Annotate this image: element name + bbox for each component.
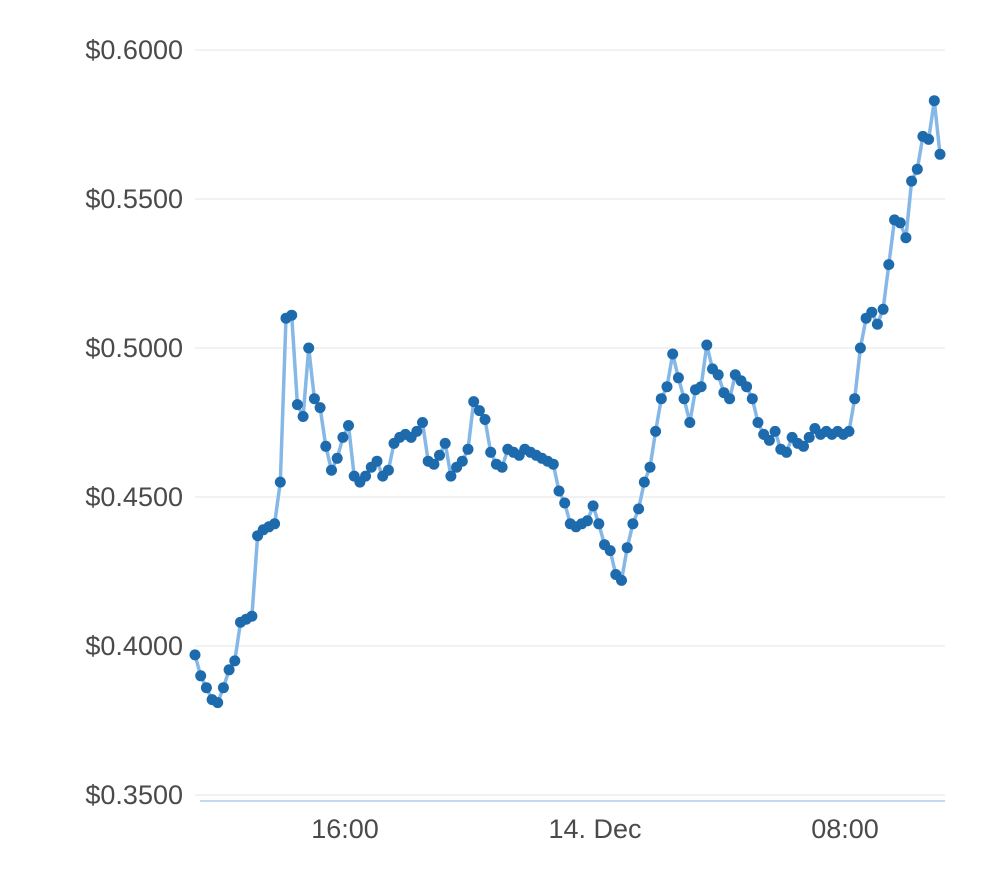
data-point[interactable] xyxy=(906,175,918,187)
data-point[interactable] xyxy=(695,381,707,393)
y-axis-label: $0.4000 xyxy=(85,631,183,661)
data-point[interactable] xyxy=(769,425,781,437)
data-point[interactable] xyxy=(371,455,383,467)
data-point[interactable] xyxy=(382,464,394,476)
data-point[interactable] xyxy=(672,372,684,384)
data-point[interactable] xyxy=(655,393,667,405)
data-point[interactable] xyxy=(911,163,923,175)
data-point[interactable] xyxy=(428,458,440,470)
data-point[interactable] xyxy=(712,369,724,381)
data-point[interactable] xyxy=(741,381,753,393)
data-point[interactable] xyxy=(650,425,662,437)
data-point[interactable] xyxy=(616,574,627,586)
data-point[interactable] xyxy=(439,437,451,449)
data-point[interactable] xyxy=(798,440,809,452)
data-point[interactable] xyxy=(587,500,599,512)
data-point[interactable] xyxy=(633,503,645,515)
x-axis-label: 08:00 xyxy=(811,814,879,844)
data-point[interactable] xyxy=(274,476,286,488)
data-point[interactable] xyxy=(724,393,736,405)
data-point[interactable] xyxy=(781,446,792,458)
data-point[interactable] xyxy=(297,411,309,422)
data-point[interactable] xyxy=(343,420,354,431)
data-point[interactable] xyxy=(928,95,940,107)
data-point[interactable] xyxy=(894,217,906,229)
data-point[interactable] xyxy=(314,402,326,414)
data-point[interactable] xyxy=(434,449,445,461)
data-point[interactable] xyxy=(559,497,571,509)
data-point[interactable] xyxy=(445,470,457,482)
data-point[interactable] xyxy=(462,443,474,455)
data-point[interactable] xyxy=(763,434,775,446)
data-point[interactable] xyxy=(468,396,480,408)
data-point[interactable] xyxy=(581,515,593,527)
y-axis-label: $0.3500 xyxy=(85,780,183,810)
data-point[interactable] xyxy=(667,348,679,360)
data-point[interactable] xyxy=(871,318,883,330)
data-point[interactable] xyxy=(746,393,758,405)
data-point[interactable] xyxy=(593,518,605,530)
y-axis-label: $0.6000 xyxy=(85,35,183,65)
data-point[interactable] xyxy=(627,518,639,530)
data-point[interactable] xyxy=(411,425,423,437)
data-point[interactable] xyxy=(923,133,935,145)
data-point[interactable] xyxy=(456,455,468,467)
data-point[interactable] xyxy=(223,664,235,676)
data-point[interactable] xyxy=(644,461,656,473)
data-point[interactable] xyxy=(854,342,866,354)
data-point[interactable] xyxy=(621,542,633,554)
x-axis-label: 16:00 xyxy=(311,814,379,844)
data-point[interactable] xyxy=(195,670,207,682)
data-point[interactable] xyxy=(286,309,298,321)
x-axis-label: 14. Dec xyxy=(548,814,641,844)
data-point[interactable] xyxy=(553,485,565,497)
data-point[interactable] xyxy=(326,464,337,476)
y-axis-label: $0.5000 xyxy=(85,333,183,363)
data-point[interactable] xyxy=(229,655,241,667)
data-point[interactable] xyxy=(212,697,224,709)
data-point[interactable] xyxy=(701,339,713,351)
data-point[interactable] xyxy=(900,232,912,244)
data-point[interactable] xyxy=(360,470,372,482)
data-point[interactable] xyxy=(331,452,343,464)
data-point[interactable] xyxy=(485,446,497,458)
data-point[interactable] xyxy=(661,381,673,393)
data-point[interactable] xyxy=(752,417,764,428)
data-point[interactable] xyxy=(604,545,616,557)
price-line xyxy=(193,98,942,705)
data-point[interactable] xyxy=(200,682,212,694)
y-axis-label: $0.5500 xyxy=(85,184,183,214)
data-point[interactable] xyxy=(308,393,320,405)
data-point[interactable] xyxy=(638,476,650,488)
data-point[interactable] xyxy=(473,405,485,417)
data-point[interactable] xyxy=(303,342,315,354)
data-point[interactable] xyxy=(246,610,258,622)
data-point[interactable] xyxy=(678,393,690,405)
data-point[interactable] xyxy=(803,431,815,443)
y-axis-label: $0.4500 xyxy=(85,482,183,512)
data-point[interactable] xyxy=(877,303,889,315)
data-point[interactable] xyxy=(496,461,508,473)
data-point[interactable] xyxy=(849,393,861,405)
data-point[interactable] xyxy=(684,417,696,428)
data-point[interactable] xyxy=(189,649,201,661)
data-point[interactable] xyxy=(479,414,491,425)
data-point[interactable] xyxy=(337,431,349,443)
data-point[interactable] xyxy=(866,306,878,318)
data-point[interactable] xyxy=(217,682,229,694)
data-point[interactable] xyxy=(547,458,559,470)
data-point[interactable] xyxy=(417,417,428,428)
data-point[interactable] xyxy=(269,518,281,530)
data-point[interactable] xyxy=(320,440,332,452)
data-point[interactable] xyxy=(291,399,303,411)
data-point[interactable] xyxy=(843,425,855,437)
data-point[interactable] xyxy=(934,148,946,160)
data-point[interactable] xyxy=(883,259,895,271)
